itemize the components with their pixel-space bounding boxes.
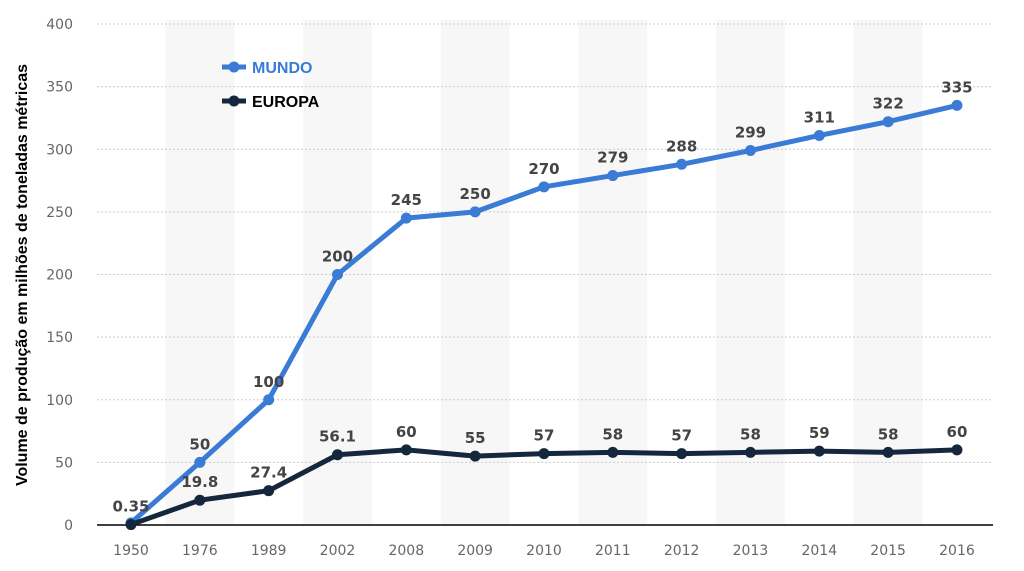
y-tick-label: 200 <box>46 268 73 284</box>
y-tick-label: 250 <box>46 205 73 221</box>
x-tick-label: 2016 <box>939 543 975 559</box>
y-tick-label: 150 <box>46 330 73 346</box>
legend-label: EUROPA <box>252 94 320 111</box>
data-label: 27.4 <box>250 464 287 482</box>
data-label: 100 <box>253 373 284 391</box>
data-label: 288 <box>666 137 697 155</box>
y-tick-label: 0 <box>64 518 73 534</box>
data-point <box>607 446 619 458</box>
y-tick-label: 350 <box>46 80 73 96</box>
category-band <box>578 20 648 525</box>
data-point <box>400 212 412 224</box>
y-tick-label: 400 <box>46 17 73 33</box>
y-tick-label: 100 <box>46 393 73 409</box>
data-point <box>813 129 825 141</box>
data-label: 0.35 <box>112 498 149 516</box>
x-tick-label: 2014 <box>801 543 837 559</box>
data-label: 250 <box>459 185 490 203</box>
data-point <box>263 394 275 406</box>
category-band <box>716 20 785 525</box>
data-label: 60 <box>947 423 968 441</box>
data-label: 322 <box>872 95 903 113</box>
x-tick-label: 2008 <box>388 543 424 559</box>
series-line-europa <box>130 447 958 527</box>
data-label: 59 <box>809 424 830 442</box>
category-band <box>853 20 923 525</box>
data-point <box>538 448 550 460</box>
data-point <box>469 450 481 462</box>
data-label: 57 <box>534 427 555 445</box>
x-tick-label: 2010 <box>526 543 562 559</box>
data-point <box>951 444 963 456</box>
data-label: 50 <box>189 435 210 453</box>
x-tick-label: 1989 <box>251 543 287 559</box>
data-label: 311 <box>804 108 835 126</box>
data-point <box>331 269 343 280</box>
data-label: 200 <box>322 248 353 266</box>
data-point <box>469 206 481 218</box>
data-label: 58 <box>740 425 761 443</box>
x-tick-label: 1976 <box>182 543 218 559</box>
x-tick-label: 1950 <box>113 543 149 559</box>
data-point <box>400 444 412 456</box>
data-point <box>882 116 894 128</box>
data-point <box>538 181 550 193</box>
legend-marker <box>228 95 240 107</box>
x-tick-label: 2011 <box>595 543 631 559</box>
data-point <box>194 494 206 506</box>
data-point <box>125 519 137 531</box>
data-point <box>676 158 688 170</box>
data-point <box>331 449 343 461</box>
data-label: 335 <box>941 78 972 96</box>
data-point <box>607 170 619 182</box>
x-tick-label: 2009 <box>457 543 493 559</box>
data-label: 19.8 <box>181 473 218 491</box>
y-tick-label: 300 <box>46 142 73 158</box>
x-tick-label: 2012 <box>664 543 700 559</box>
legend-marker <box>228 61 240 73</box>
x-tick-label: 2015 <box>870 543 906 559</box>
data-label: 58 <box>602 425 623 443</box>
data-label: 245 <box>391 191 422 209</box>
x-tick-label: 2013 <box>733 543 769 559</box>
data-point <box>676 448 688 460</box>
legend: MUNDO EUROPA <box>222 60 320 111</box>
data-point <box>744 145 756 157</box>
legend-label: MUNDO <box>252 60 312 77</box>
y-tick-label: 50 <box>55 455 73 471</box>
y-axis-label: Volume de produção em milhões de tonelad… <box>14 64 31 486</box>
x-tick-label: 2002 <box>320 543 356 559</box>
data-point <box>744 446 756 458</box>
data-point <box>813 445 825 457</box>
data-label: 58 <box>878 425 899 443</box>
data-point <box>263 485 275 497</box>
data-label: 270 <box>528 160 559 178</box>
data-label: 279 <box>597 149 628 167</box>
category-band <box>440 20 510 525</box>
data-label: 60 <box>396 423 417 441</box>
data-label: 56.1 <box>319 428 356 446</box>
data-label: 299 <box>735 124 766 142</box>
data-label: 55 <box>465 429 486 447</box>
data-label: 57 <box>671 427 692 445</box>
data-point <box>951 99 963 111</box>
data-point <box>882 446 894 458</box>
data-point <box>194 456 206 468</box>
